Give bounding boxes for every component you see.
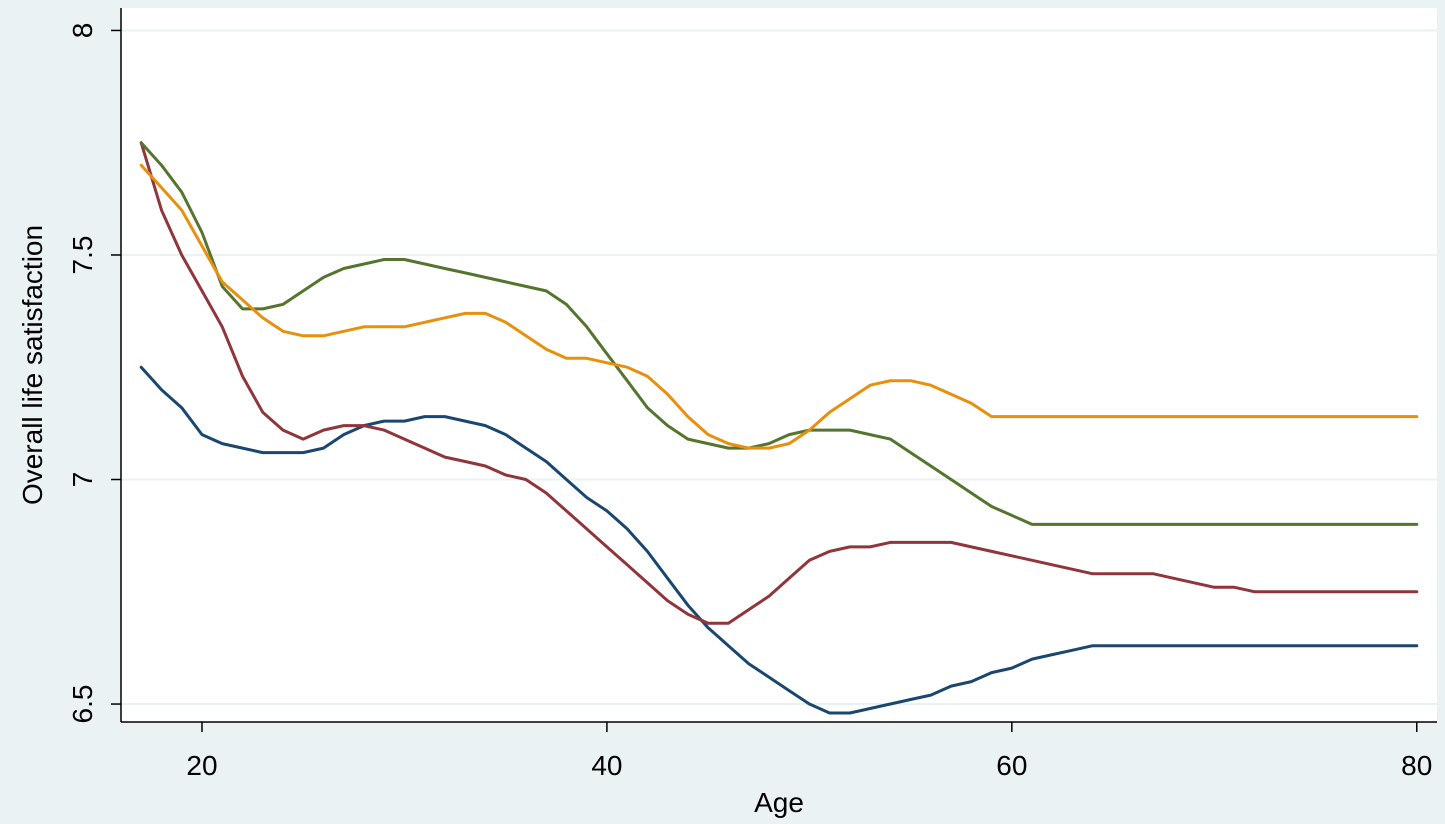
- x-tick-label: 20: [186, 750, 217, 781]
- series-layer: [139, 141, 1419, 715]
- x-tick-label: 40: [591, 750, 622, 781]
- gridlines: [121, 29, 1437, 706]
- x-axis-ticks: 20 40 60 80: [186, 722, 1432, 781]
- series-line-1: [139, 365, 1419, 715]
- series-line-2: [139, 141, 1419, 625]
- x-tick-label: 60: [996, 750, 1027, 781]
- y-axis-title: Overall life satisfaction: [17, 225, 48, 505]
- y-axis-ticks: 6.5 7 7.5 8: [67, 23, 121, 724]
- x-tick-label: 80: [1401, 750, 1432, 781]
- series-line-3: [139, 141, 1419, 526]
- plot-area: [121, 8, 1437, 722]
- y-tick-label: 6.5: [67, 685, 98, 724]
- y-tick-label: 7: [67, 472, 98, 488]
- x-axis-title: Age: [754, 787, 804, 818]
- series-line-4: [139, 163, 1419, 450]
- y-tick-label: 8: [67, 23, 98, 39]
- y-tick-label: 7.5: [67, 236, 98, 275]
